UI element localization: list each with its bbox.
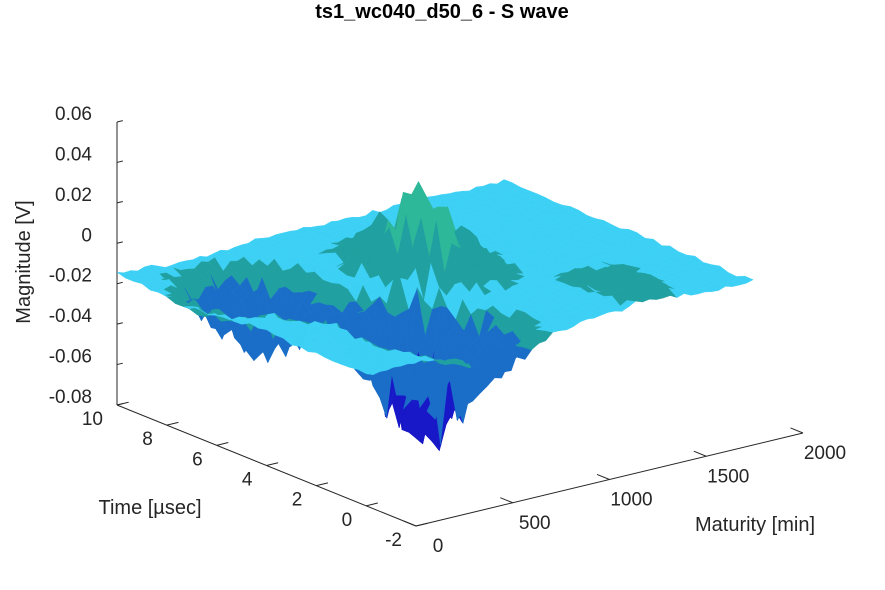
y-tick-label: -2	[385, 530, 402, 551]
z-tick-label: -0.06	[49, 347, 92, 368]
z-tick-mark	[116, 200, 123, 204]
surface-plot	[116, 179, 754, 452]
y-tick-mark	[166, 421, 179, 426]
x-tick-label: 0	[433, 536, 444, 557]
axes	[116, 120, 804, 527]
x-tick-label: 500	[519, 513, 551, 534]
z-tick-mark	[116, 120, 123, 123]
surface-patch	[737, 275, 754, 284]
y-tick-label: 8	[142, 429, 153, 450]
z-axis-label: Magnitude [V]	[13, 200, 35, 323]
z-tick-label: -0.08	[49, 387, 92, 408]
x-tick-mark	[500, 497, 513, 504]
x-tick-label: 1000	[610, 490, 652, 511]
y-tick-label: 2	[292, 490, 303, 511]
z-tick-mark	[116, 241, 123, 244]
y-tick-mark	[366, 502, 378, 507]
y-tick-label: 4	[242, 470, 253, 491]
x-tick-mark	[790, 427, 804, 434]
z-tick-label: 0.04	[55, 144, 92, 165]
y-tick-label: 0	[342, 510, 353, 531]
z-tick-label: -0.02	[49, 266, 92, 287]
y-tick-mark	[415, 522, 428, 527]
x-tick-label: 1500	[707, 466, 749, 487]
x-tick-mark	[403, 520, 417, 527]
z-tick-mark	[116, 281, 123, 285]
y-tick-label: 10	[82, 409, 103, 430]
x-tick-mark	[693, 450, 707, 457]
y-tick-label: 6	[192, 449, 203, 470]
z-tick-label: 0	[81, 225, 92, 246]
z-tick-label: -0.04	[49, 306, 93, 327]
z-tick-mark	[116, 322, 123, 325]
y-tick-mark	[266, 462, 279, 466]
chart-title: ts1_wc040_d50_6 - S wave	[315, 1, 569, 23]
z-tick-label: 0.06	[55, 104, 92, 125]
z-tick-label: 0.02	[55, 185, 92, 206]
z-tick-mark	[116, 160, 123, 163]
y-tick-mark	[216, 442, 229, 446]
z-tick-mark	[116, 403, 123, 406]
tick-labels: 0 500 1000 1500 2000 -2 0 2 4 6 8 10-0.08 -0.06 -0.04…	[49, 104, 846, 557]
x-tick-label: 2000	[804, 443, 846, 464]
z-tick-mark	[116, 362, 123, 366]
y-axis-label: Time [µsec]	[98, 497, 201, 519]
x-tick-mark	[596, 473, 610, 480]
y-tick-mark	[316, 482, 329, 487]
x-axis-label: Maturity [min]	[695, 514, 815, 536]
